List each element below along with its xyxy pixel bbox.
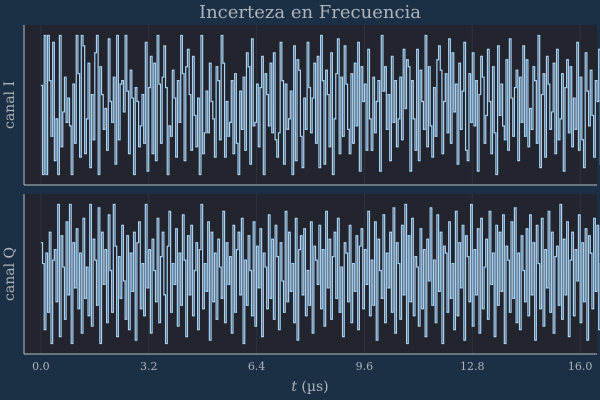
x-tick-label: 12.8 xyxy=(460,360,485,373)
chart-title: Incerteza en Frecuencia xyxy=(199,2,421,23)
x-tick-label: 16.0 xyxy=(568,360,593,373)
x-axis-label: t (µs) xyxy=(291,379,328,395)
x-axis-label-variable: t xyxy=(291,379,297,395)
panel-q: canal Q xyxy=(2,194,600,355)
x-axis-ticks: 0.0 3.2 6.4 9.6 12.8 16.0 xyxy=(32,360,592,373)
x-tick-label: 0.0 xyxy=(32,360,50,373)
canal-i-series-line xyxy=(40,34,600,176)
canal-q-series-line xyxy=(40,203,600,345)
x-axis-label-unit: (µs) xyxy=(297,379,329,395)
panel-i: canal I xyxy=(2,25,600,186)
panel-q-ylabel: canal Q xyxy=(2,247,18,301)
panel-i-ylabel: canal I xyxy=(2,81,18,129)
x-tick-label: 6.4 xyxy=(248,360,266,373)
x-tick-label: 3.2 xyxy=(140,360,158,373)
x-tick-label: 9.6 xyxy=(356,360,374,373)
